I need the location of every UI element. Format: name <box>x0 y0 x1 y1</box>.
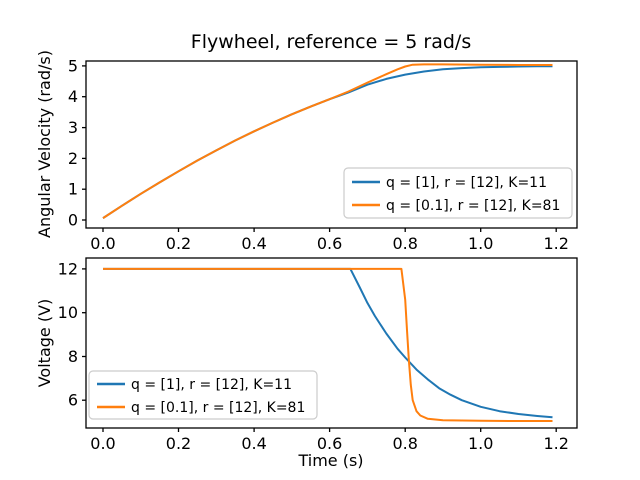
series-line-0 <box>103 267 553 419</box>
x-tick-label: 0.2 <box>166 434 191 453</box>
y-tick-label: 5 <box>68 56 78 75</box>
y-tick-label: 3 <box>68 118 78 137</box>
top-axes-content: 0.0 0.2 0.4 0.6 0.8 1.0 1.2 0 1 2 3 4 5 <box>68 56 569 253</box>
x-tick-label: 1.2 <box>543 434 568 453</box>
x-tick-label: 0.0 <box>90 234 115 253</box>
y-tick-label: 6 <box>68 391 78 410</box>
bottom-legend-label-blue: q = [1], r = [12], K=11 <box>131 377 292 393</box>
bottom-axes-content: 0.0 0.2 0.4 0.6 0.8 1.0 1.2 6 8 10 12 <box>58 259 569 453</box>
x-tick-label: 0.6 <box>317 234 342 253</box>
bottom-legend-label-orange: q = [0.1], r = [12], K=81 <box>131 400 305 416</box>
x-tick-label: 0.4 <box>241 434 266 453</box>
x-axis-label: Time (s) <box>297 451 363 470</box>
x-tick-label: 0.2 <box>166 234 191 253</box>
x-tick-label: 0.4 <box>241 234 266 253</box>
bottom-legend-box <box>88 370 318 420</box>
x-tick-label: 1.0 <box>468 434 493 453</box>
top-subplot: 0.0 0.2 0.4 0.6 0.8 1.0 1.2 0 1 2 3 4 5 Angular Velo… <box>35 50 578 253</box>
series-line-1 <box>102 63 553 219</box>
y-tick-label: 12 <box>58 259 78 278</box>
bottom-legend: q = [1], r = [12], K=11 q = [0.1], r = [… <box>88 370 318 420</box>
top-legend-box <box>343 167 573 219</box>
y-tick-label: 0 <box>68 211 78 230</box>
x-tick-label: 0.8 <box>392 234 417 253</box>
top-legend-label-orange: q = [0.1], r = [12], K=81 <box>386 198 560 214</box>
y-tick-label: 1 <box>68 180 78 199</box>
x-tick-label: 0.8 <box>392 434 417 453</box>
figure-title: Flywheel, reference = 5 rad/s <box>191 31 471 53</box>
bottom-y-axis-label: Voltage (V) <box>35 299 54 388</box>
x-tick-label: 0.6 <box>317 434 342 453</box>
y-tick-label: 2 <box>68 149 78 168</box>
top-legend-label-blue: q = [1], r = [12], K=11 <box>386 175 547 191</box>
y-tick-label: 4 <box>68 87 78 106</box>
y-tick-label: 8 <box>68 347 78 366</box>
x-tick-label: 0.0 <box>90 434 115 453</box>
series-line-1 <box>103 267 553 422</box>
y-tick-label: 10 <box>58 303 78 322</box>
x-tick-label: 1.0 <box>468 234 493 253</box>
top-legend: q = [1], r = [12], K=11 q = [0.1], r = [… <box>343 167 573 219</box>
x-tick-label: 1.2 <box>543 234 568 253</box>
top-y-axis-label: Angular Velocity (rad/s) <box>35 50 54 238</box>
